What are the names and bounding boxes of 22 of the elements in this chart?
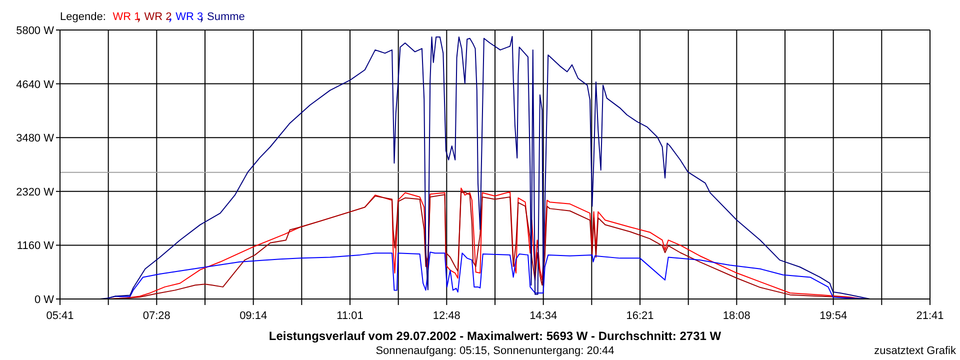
y-tick-label: 1160 W	[16, 240, 55, 252]
text: Leistungsverlauf vom 29.07.2002 - Maximalwert: 5693 W - Durchschnitt: 2731 W	[268, 329, 722, 343]
line-series	[100, 36, 871, 300]
x-tick-label: 14:34	[530, 310, 558, 322]
x-tick-label: 12:48	[432, 310, 460, 322]
x-tick-label: 07:28	[142, 310, 170, 322]
x-tick-label: 21:41	[916, 310, 944, 322]
text: zusatztext Grafik	[874, 345, 956, 357]
legend-label: Summe	[207, 11, 245, 23]
y-tick-label: 0 W	[34, 294, 55, 306]
x-tick-label: 09:14	[240, 310, 268, 322]
y-tick-label: 3480 W	[16, 132, 55, 145]
x-tick-label: 05:41	[46, 310, 74, 322]
text: Sonnenaufgang: 05:15, Sonnenuntergang: 20:44	[376, 345, 614, 357]
y-tick-label: 5800 W	[16, 25, 55, 37]
x-tick-label: 18:08	[722, 310, 750, 322]
x-tick-label: 19:54	[820, 310, 848, 322]
x-tick-label: 16:21	[626, 310, 654, 322]
x-tick-label: 11:01	[336, 310, 364, 322]
y-tick-label: 4640 W	[16, 78, 55, 91]
legend-title: Legende:	[60, 11, 106, 23]
y-tick-label: 2320 W	[16, 186, 55, 198]
